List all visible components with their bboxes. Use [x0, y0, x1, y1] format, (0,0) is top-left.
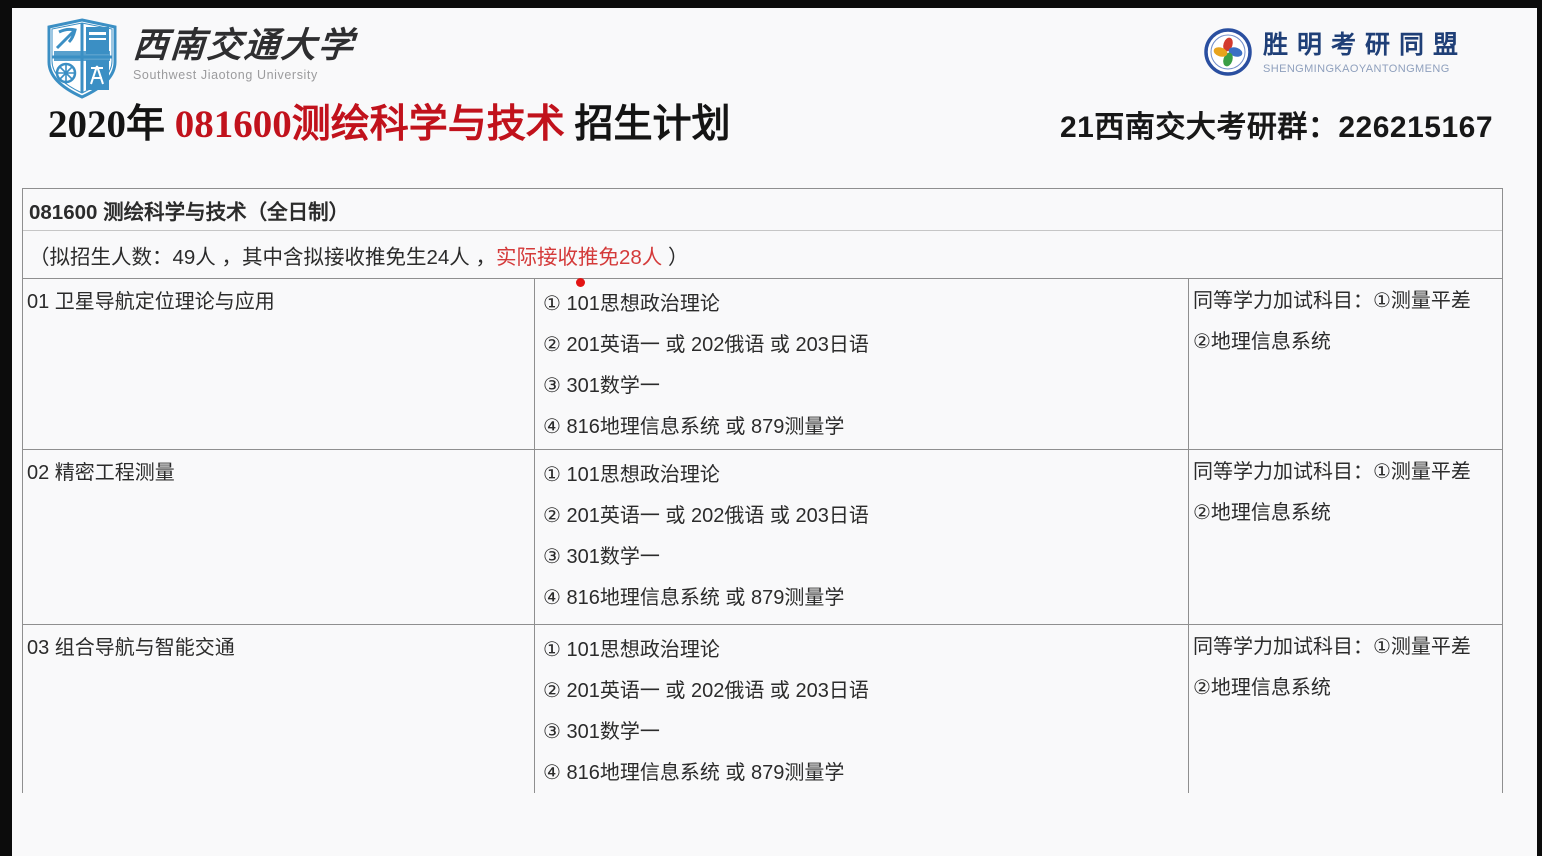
page-title-suffix: 招生计划	[564, 103, 731, 146]
qq-group-text: 21西南交大考研群：226215167	[1060, 111, 1494, 144]
direction-cell: 01 卫星导航定位理论与应用	[23, 279, 535, 449]
admission-plan-table: 081600 测绘科学与技术（全日制） （拟招生人数：49人 ，其中含拟接收推免…	[22, 188, 1503, 793]
organization-name-block: 胜明考研同盟 SHENGMINGKAOYANTONGMENG	[1263, 30, 1467, 75]
subject-line: ② 201英语一 或 202俄语 或 203日语	[543, 334, 869, 356]
subject-line: ③ 301数学一	[543, 721, 660, 743]
direction-cell: 03 组合导航与智能交通	[23, 625, 535, 793]
table-row: 03 组合导航与智能交通 ① 101思想政治理论 ② 201英语一 或 202俄…	[23, 624, 1502, 793]
page-title-year: 2020年	[48, 103, 175, 146]
organization-name-en: SHENGMINGKAOYANTONGMENG	[1263, 63, 1450, 75]
university-logo-block: 西南交通大学 Southwest Jiaotong University	[45, 18, 357, 100]
swjtu-shield-icon	[47, 18, 117, 99]
page-title-program-code: 081600测绘科学与技术	[174, 103, 565, 146]
subjects-cell: ① 101思想政治理论 ② 201英语一 或 202俄语 或 203日语 ③ 3…	[535, 450, 1189, 624]
extra-subject-line: 同等学力加试科目：①测量平差	[1193, 290, 1471, 312]
direction-cell: 02 精密工程测量	[23, 450, 535, 624]
extra-subjects-cell: 同等学力加试科目：①测量平差 ②地理信息系统	[1189, 625, 1502, 793]
organization-name-zh: 胜明考研同盟	[1263, 31, 1468, 59]
extra-subject-line: ②地理信息系统	[1193, 331, 1331, 353]
subject-line: ① 101思想政治理论	[543, 464, 720, 486]
enrollment-note-black: （拟招生人数：49人 ，其中含拟接收推免生24人 ，	[29, 245, 496, 269]
document-page: 西南交通大学 Southwest Jiaotong University 胜明考…	[12, 8, 1537, 856]
extra-subject-line: 同等学力加试科目：①测量平差	[1193, 461, 1471, 483]
subject-line: ① 101思想政治理论	[543, 639, 720, 661]
enrollment-note-closing: ）	[662, 245, 689, 269]
extra-subjects-cell: 同等学力加试科目：①测量平差 ②地理信息系统	[1189, 279, 1502, 449]
extra-subject-line: 同等学力加试科目：①测量平差	[1193, 636, 1471, 658]
subject-line: ① 101思想政治理论	[543, 293, 720, 315]
extra-subjects-cell: 同等学力加试科目：①测量平差 ②地理信息系统	[1189, 450, 1502, 624]
program-title-text: 081600 测绘科学与技术（全日制）	[29, 200, 350, 224]
extra-subject-line: ②地理信息系统	[1193, 677, 1331, 699]
table-row: 01 卫星导航定位理论与应用 ① 101思想政治理论 ② 201英语一 或 20…	[23, 278, 1502, 449]
page-title: 2020年 081600测绘科学与技术 招生计划	[48, 100, 731, 150]
extra-subject-line: ②地理信息系统	[1193, 502, 1331, 524]
subject-line: ② 201英语一 或 202俄语 或 203日语	[543, 505, 869, 527]
red-dot-marker	[576, 278, 585, 287]
subjects-cell: ① 101思想政治理论 ② 201英语一 或 202俄语 或 203日语 ③ 3…	[535, 279, 1189, 449]
subject-line: ② 201英语一 或 202俄语 或 203日语	[543, 680, 869, 702]
subject-line: ③ 301数学一	[543, 375, 660, 397]
organization-logo-block: 胜明考研同盟 SHENGMINGKAOYANTONGMENG	[1204, 28, 1467, 76]
university-name-zh: 西南交通大学	[131, 26, 357, 65]
subject-line: ③ 301数学一	[543, 546, 660, 568]
university-name-block: 西南交通大学 Southwest Jiaotong University	[131, 26, 357, 82]
university-name-en: Southwest Jiaotong University	[133, 68, 318, 82]
enrollment-note-red: 实际接收推免28人	[496, 245, 663, 269]
subject-line: ④ 816地理信息系统 或 879测量学	[543, 762, 845, 784]
subjects-cell: ① 101思想政治理论 ② 201英语一 或 202俄语 或 203日语 ③ 3…	[535, 625, 1189, 793]
subject-line: ④ 816地理信息系统 或 879测量学	[543, 587, 845, 609]
subject-line: ④ 816地理信息系统 或 879测量学	[543, 416, 845, 438]
program-title-row: 081600 测绘科学与技术（全日制）	[23, 189, 1502, 230]
table-row: 02 精密工程测量 ① 101思想政治理论 ② 201英语一 或 202俄语 或…	[23, 449, 1502, 624]
org-badge-icon	[1204, 28, 1252, 76]
enrollment-note-row: （拟招生人数：49人 ，其中含拟接收推免生24人 ，实际接收推免28人 ）	[23, 230, 1502, 278]
